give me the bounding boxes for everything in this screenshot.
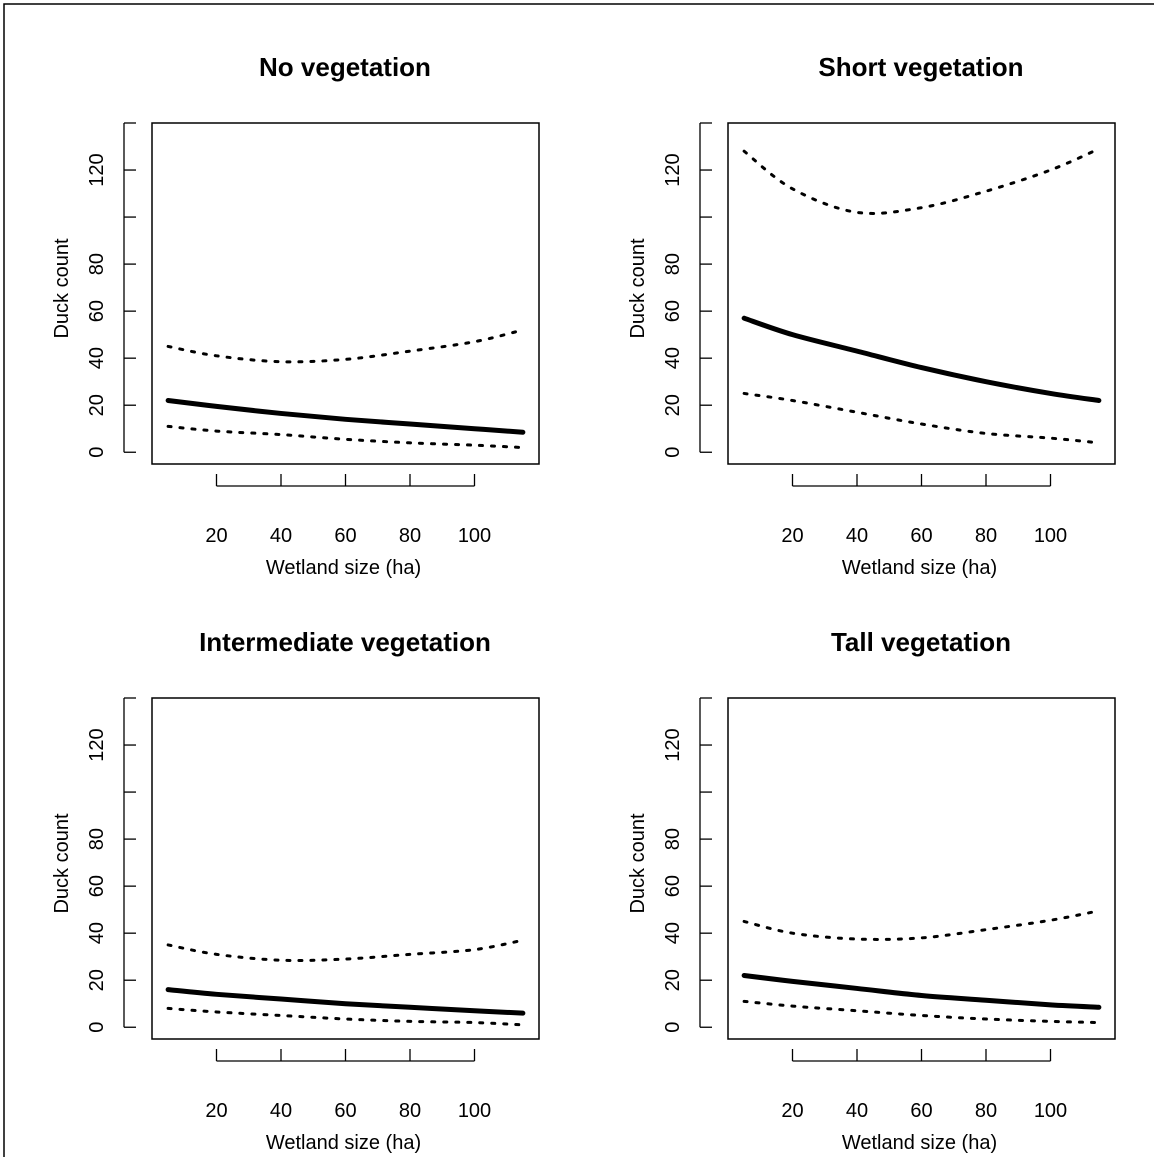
x-tick-label: 60 (910, 1100, 932, 1122)
y-axis-label: Duck count (627, 813, 649, 913)
y-tick-label: 120 (662, 153, 684, 186)
panel-title: Intermediate vegetation (199, 627, 491, 657)
y-tick-label: 120 (86, 153, 108, 186)
y-tick-label: 60 (662, 300, 684, 322)
upper-ci-line (166, 328, 525, 364)
panel-title: No vegetation (259, 52, 431, 82)
panel-title: Tall vegetation (831, 627, 1011, 657)
y-tick-label: 40 (86, 347, 108, 369)
x-axis-label: Wetland size (ha) (842, 557, 997, 579)
y-tick-label: 0 (86, 447, 108, 458)
x-tick-label: 20 (205, 525, 227, 547)
x-tick-label: 60 (910, 525, 932, 547)
chart-panel-no-vegetation: No vegetation Duck count 0 20 40 60 80 120 We… (51, 52, 540, 579)
x-axis: Wetland size (ha) 20 40 60 80 100 (781, 474, 1067, 579)
y-tick-label: 0 (662, 447, 684, 458)
y-tick-label: 40 (662, 347, 684, 369)
upper-ci-line (742, 909, 1101, 941)
x-tick-label: 80 (399, 525, 421, 547)
fit-line (165, 398, 526, 435)
series-layer (165, 328, 526, 450)
x-axis: Wetland size (ha) 20 40 60 80 100 (781, 1049, 1067, 1154)
plot-frame (727, 122, 1116, 465)
plot-frame (151, 122, 540, 465)
upper-ci-line (166, 938, 525, 962)
chart-panel-tall-vegetation: Tall vegetation Duck count 020406080120 … (627, 627, 1116, 1154)
y-tick-label: 0 (86, 1022, 108, 1033)
y-axis: Duck count 0 20 40 60 80 120 (51, 122, 136, 458)
y-tick-label: 120 (86, 728, 108, 761)
y-axis: Duck count 0 20 40 60 80 120 (51, 697, 136, 1033)
fit-line (741, 315, 1102, 404)
x-tick-label: 40 (270, 1100, 292, 1122)
x-tick-label: 40 (846, 525, 868, 547)
y-axis-label: Duck count (51, 238, 73, 338)
x-tick-label: 100 (1034, 525, 1067, 547)
y-tick-label: 60 (662, 875, 684, 897)
y-axis: Duck count 0 20 40 60 80 120 (627, 122, 712, 458)
y-tick-label: 40 (86, 922, 108, 944)
lower-ci-line (742, 999, 1101, 1025)
x-axis-label: Wetland size (ha) (266, 1132, 421, 1154)
x-axis-label: Wetland size (ha) (266, 557, 421, 579)
fit-line (741, 973, 1102, 1010)
x-tick-label: 40 (846, 1100, 868, 1122)
chart-panel-short-vegetation: Short vegetation Duck count 0 20 40 60 80 120… (627, 52, 1116, 579)
x-tick-label: 60 (334, 1100, 356, 1122)
y-tick-label: 80 (86, 828, 108, 850)
x-tick-label: 100 (458, 525, 491, 547)
y-axis-label: Duck count (627, 238, 649, 338)
plot-frame (151, 697, 540, 1040)
x-tick-label: 20 (205, 1100, 227, 1122)
y-axis: Duck count 0 20 40 60 80 120 (627, 697, 712, 1033)
lower-ci-line (166, 1006, 525, 1027)
x-tick-label: 80 (975, 525, 997, 547)
series-layer (741, 909, 1102, 1025)
fit-line (165, 987, 526, 1016)
y-tick-label: 120 (662, 728, 684, 761)
lower-ci-line (742, 391, 1101, 445)
y-tick-label: 80 (662, 828, 684, 850)
plot-frame (727, 697, 1116, 1040)
chart-panel-intermediate-vegetation: Intermediate vegetation Duck count 0 20 40… (51, 627, 540, 1154)
y-tick-label: 40 (662, 922, 684, 944)
lower-ci-line (166, 424, 525, 450)
x-tick-label: 20 (781, 525, 803, 547)
x-tick-label: 80 (975, 1100, 997, 1122)
y-tick-label: 20 (86, 394, 108, 416)
series-layer (165, 938, 526, 1027)
x-axis: Wetland size (ha) 20 40 60 80 100 (205, 474, 491, 579)
y-tick-label: 20 (662, 394, 684, 416)
x-tick-label: 80 (399, 1100, 421, 1122)
panel-title: Short vegetation (818, 52, 1023, 82)
x-tick-label: 40 (270, 525, 292, 547)
y-tick-label: 20 (662, 969, 684, 991)
x-tick-label: 100 (458, 1100, 491, 1122)
x-tick-label: 100 (1034, 1100, 1067, 1122)
x-tick-label: 60 (334, 525, 356, 547)
y-tick-label: 20 (86, 969, 108, 991)
upper-ci-line (742, 147, 1101, 215)
x-axis: Wetland size (ha) 20 40 60 80 100 (205, 1049, 491, 1154)
y-tick-label: 80 (662, 253, 684, 275)
y-tick-label: 0 (662, 1022, 684, 1033)
series-layer (741, 147, 1102, 445)
y-tick-label: 60 (86, 300, 108, 322)
y-axis-label: Duck count (51, 813, 73, 913)
x-axis-label: Wetland size (ha) (842, 1132, 997, 1154)
y-tick-label: 60 (86, 875, 108, 897)
y-tick-label: 80 (86, 253, 108, 275)
x-tick-label: 20 (781, 1100, 803, 1122)
figure-border (3, 3, 1154, 1157)
